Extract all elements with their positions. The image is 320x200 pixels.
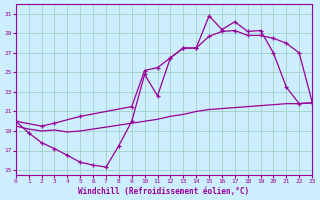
X-axis label: Windchill (Refroidissement éolien,°C): Windchill (Refroidissement éolien,°C) — [78, 187, 250, 196]
